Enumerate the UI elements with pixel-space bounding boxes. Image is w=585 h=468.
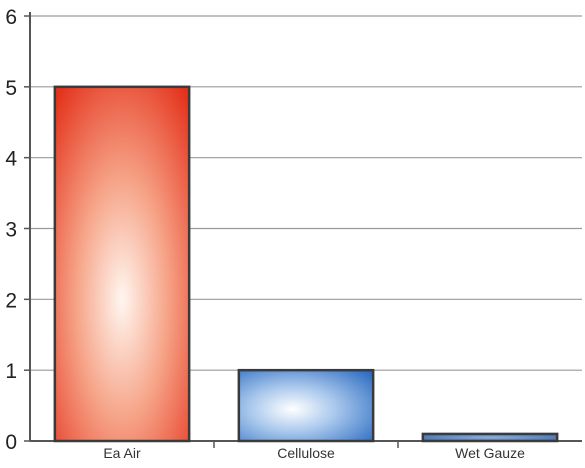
bar-ea-air <box>53 85 191 443</box>
y-tick-label: 0 <box>5 431 17 454</box>
bar-wet-gauze <box>421 432 559 443</box>
y-tick-label: 2 <box>5 289 17 312</box>
bar-cellulose <box>237 368 375 443</box>
x-tick-label: Cellulose <box>277 445 335 461</box>
y-tick-label: 3 <box>5 219 17 242</box>
y-tick-label: 5 <box>5 77 17 100</box>
y-tick-label: 4 <box>5 148 17 171</box>
x-tick-label: Ea Air <box>103 445 141 461</box>
y-tick-label: 6 <box>5 6 17 29</box>
x-tick-label: Wet Gauze <box>455 445 525 461</box>
y-tick-label: 1 <box>5 360 17 383</box>
